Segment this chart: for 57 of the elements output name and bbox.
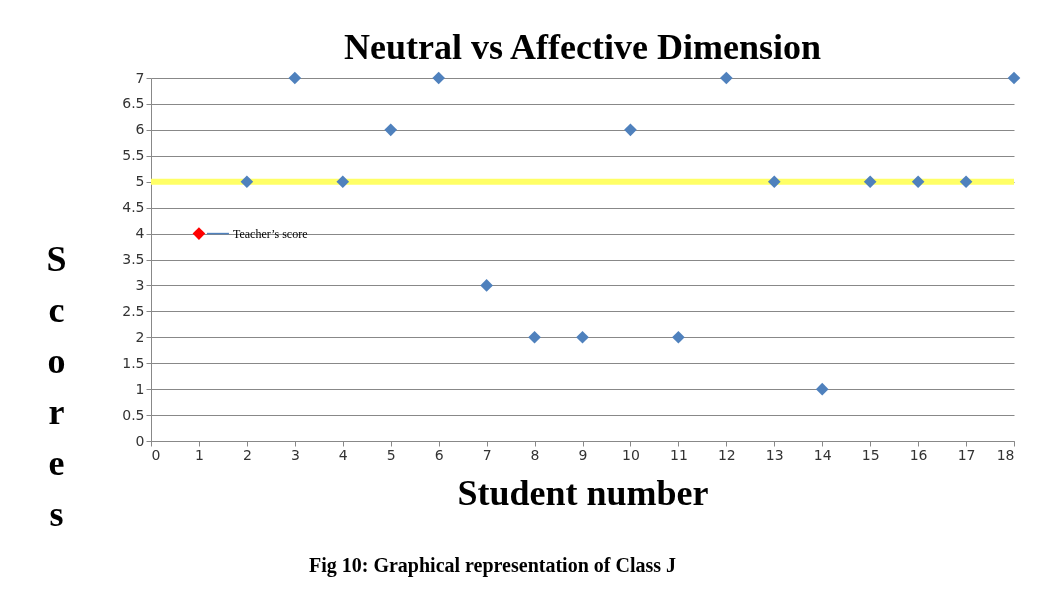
point: [1007, 71, 1021, 85]
y-tick-label: 5.5: [122, 147, 145, 164]
point: [624, 123, 637, 137]
annotation: Teacher’s score: [232, 226, 308, 241]
point: [767, 175, 781, 189]
x-tick-label: 11: [669, 446, 688, 463]
y-tick-label: 2.5: [122, 302, 145, 319]
y-tick-label: 1: [135, 380, 145, 397]
chart-title: Neutral vs Affective Dimension: [344, 27, 821, 67]
y-tick-label: 4.5: [122, 199, 145, 216]
point: [432, 71, 445, 85]
point: [528, 330, 541, 344]
x-tick-label: 15: [861, 446, 880, 463]
y-tick-label: 2: [135, 328, 145, 345]
point: [384, 123, 398, 137]
x-tick-label: 5: [386, 446, 396, 463]
x-tick-label: 2: [242, 446, 252, 463]
x-tick-label: 14: [813, 446, 832, 463]
point: [576, 330, 589, 344]
x-tick-label: 0: [151, 446, 161, 463]
x-tick-label: 16: [909, 446, 928, 463]
y-tick-label: 3: [135, 276, 145, 293]
y-tick-label: 3.5: [122, 251, 145, 267]
point: [959, 175, 973, 189]
point: [911, 175, 925, 189]
x-tick-label: 1: [194, 446, 204, 463]
y-tick-label: 0.5: [122, 406, 145, 423]
point: [240, 175, 254, 189]
point: [863, 175, 877, 189]
point: [192, 227, 206, 240]
x-tick-label: 4: [338, 446, 348, 463]
y-tick-label: 0: [135, 432, 145, 449]
x-tick-label: 13: [765, 446, 784, 463]
x-tick-label: 18: [996, 446, 1015, 463]
x-tick-label: 12: [717, 446, 736, 463]
y-tick-label: 5: [135, 173, 145, 190]
caption: Fig 10: Graphical representation of Class J: [308, 554, 677, 577]
point: [336, 175, 350, 189]
y-tick-label: 6: [135, 121, 145, 138]
point: [672, 330, 685, 344]
y-tick-label: 6.5: [122, 95, 145, 112]
y-tick-label: 7: [135, 69, 145, 86]
x-tick-label: 3: [290, 446, 300, 463]
point: [288, 71, 302, 85]
x-tick-label: 7: [482, 446, 492, 463]
x-axis-title: Student number: [457, 472, 709, 513]
x-tick-label: 8: [530, 446, 540, 463]
point: [720, 71, 733, 85]
x-tick-label: 6: [434, 446, 444, 463]
x-tick-label: 9: [578, 446, 588, 463]
x-tick-label: 17: [957, 446, 976, 463]
y-axis-title: Scores: [46, 239, 67, 534]
point: [480, 279, 493, 292]
point: [815, 382, 829, 396]
x-tick-label: 10: [622, 446, 640, 463]
y-tick-label: 4: [135, 225, 145, 242]
y-tick-label: 1.5: [122, 354, 145, 371]
